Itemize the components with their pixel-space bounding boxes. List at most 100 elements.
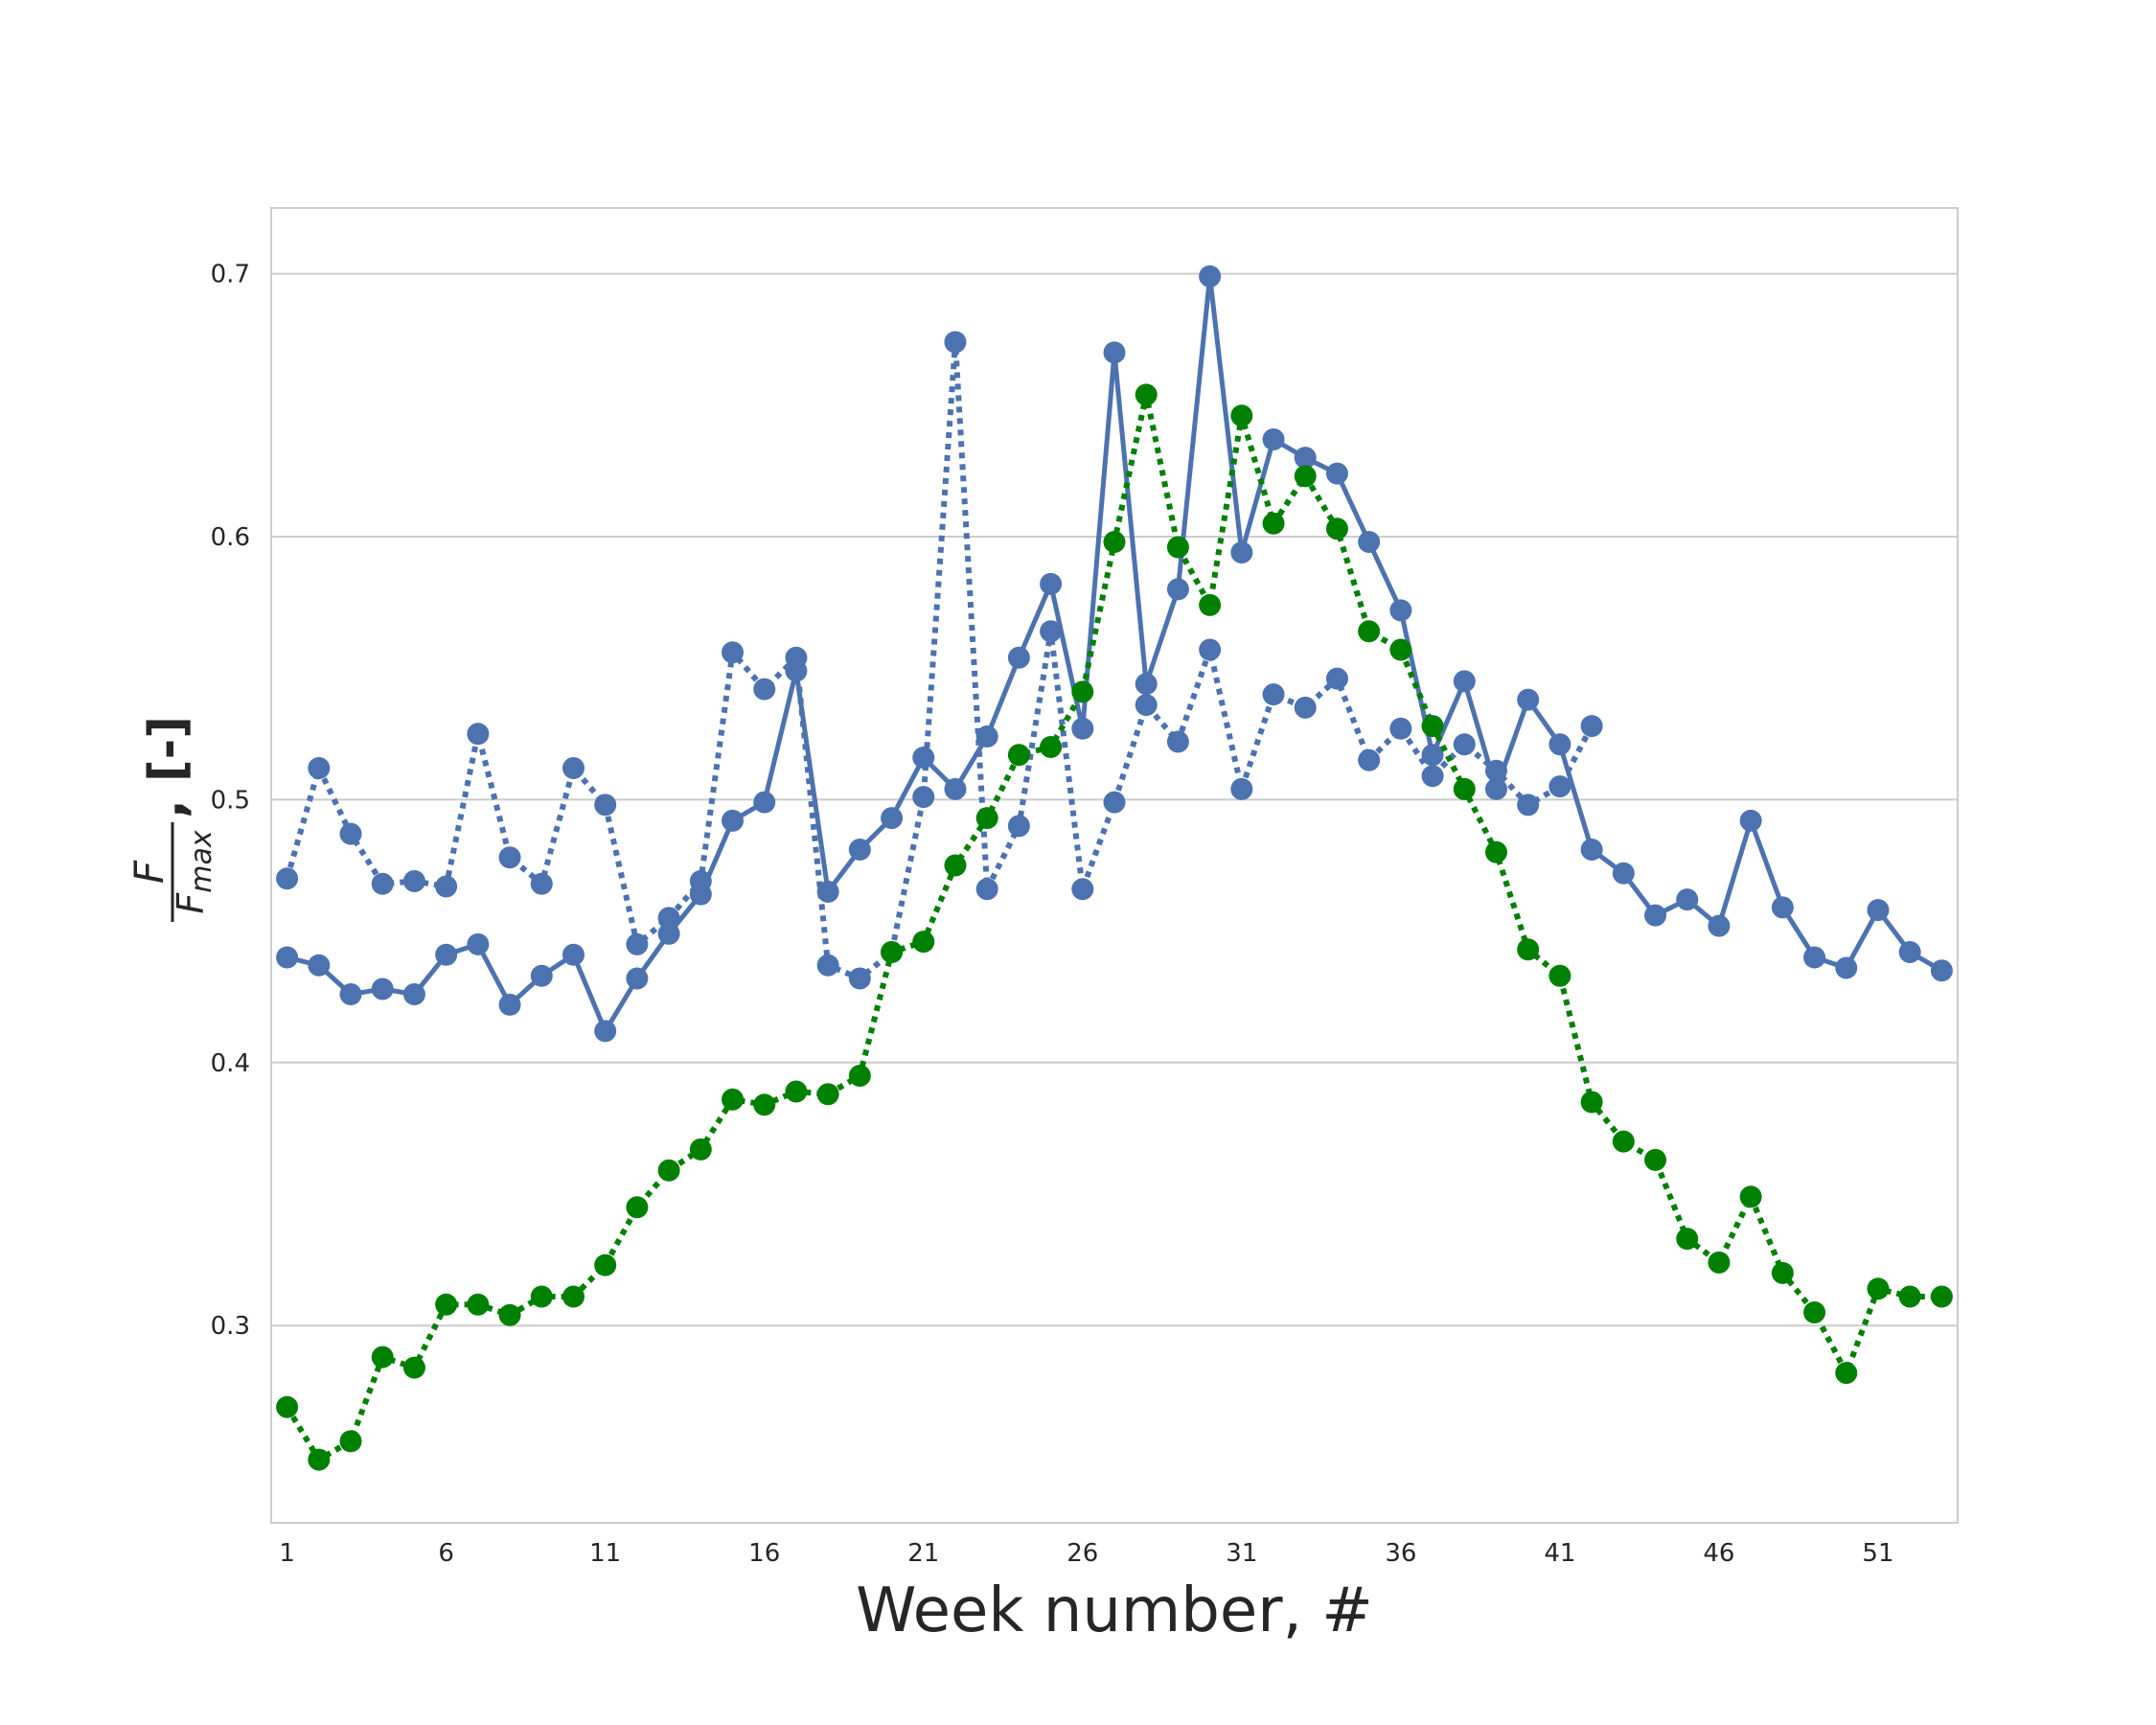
data-point <box>1199 638 1222 661</box>
data-point <box>530 1285 553 1308</box>
data-point <box>881 807 904 830</box>
svg-text:Fmax: Fmax <box>170 830 218 913</box>
data-point <box>1484 777 1507 800</box>
data-point <box>1930 959 1953 982</box>
data-point <box>1930 1285 1953 1308</box>
data-point <box>1580 715 1603 738</box>
data-point <box>944 331 967 354</box>
x-tick-label: 21 <box>907 1539 939 1568</box>
x-tick-label: 41 <box>1544 1539 1575 1568</box>
x-tick-label: 11 <box>589 1539 621 1568</box>
data-point <box>1771 1261 1794 1284</box>
data-point <box>1739 809 1762 832</box>
data-point <box>1103 341 1126 364</box>
data-point <box>722 809 745 832</box>
data-point <box>562 943 585 966</box>
data-point <box>435 875 458 898</box>
data-point <box>1580 839 1603 862</box>
data-point <box>1421 765 1444 788</box>
data-point <box>1708 914 1731 937</box>
y-tick-labels: 0.3 0.4 0.5 0.6 0.7 <box>211 261 250 1342</box>
data-point <box>1262 683 1285 706</box>
data-point <box>626 932 649 955</box>
data-point <box>1517 794 1540 816</box>
data-point <box>371 1346 394 1368</box>
data-point <box>308 756 331 779</box>
data-point <box>657 907 680 930</box>
data-point <box>1644 1148 1667 1171</box>
data-point <box>1389 717 1412 740</box>
data-point <box>816 1083 839 1106</box>
y-axis-label: F Fmax , [-] <box>126 716 218 922</box>
data-point <box>1166 578 1189 601</box>
data-point <box>467 1293 490 1316</box>
data-point <box>435 943 458 966</box>
data-point <box>944 854 967 877</box>
data-point <box>1135 673 1158 696</box>
data-point <box>1199 264 1222 288</box>
data-point <box>753 791 776 814</box>
data-point <box>1040 736 1063 759</box>
y-axis-label-denominator: F <box>170 892 212 914</box>
data-point <box>1517 938 1540 961</box>
data-point <box>1548 733 1571 756</box>
data-point <box>1548 775 1571 798</box>
data-point <box>498 1303 521 1326</box>
data-point <box>498 846 521 869</box>
data-point <box>722 641 745 664</box>
data-point <box>1007 646 1030 669</box>
data-point <box>975 878 998 901</box>
x-axis-label: Week number, # <box>856 1576 1373 1646</box>
data-point <box>785 1080 808 1103</box>
data-point <box>1358 530 1381 553</box>
y-axis-label-numerator: F <box>126 860 172 884</box>
data-point <box>1007 744 1030 767</box>
data-point <box>308 1448 331 1471</box>
data-point <box>848 967 871 990</box>
data-point <box>753 1093 776 1116</box>
data-point <box>467 723 490 746</box>
data-point <box>1548 964 1571 987</box>
data-point <box>1389 599 1412 622</box>
data-point <box>657 1159 680 1182</box>
x-tick-label: 6 <box>438 1539 454 1568</box>
data-point <box>975 807 998 830</box>
data-point <box>1358 620 1381 643</box>
data-point <box>1898 941 1921 964</box>
data-point <box>1453 777 1476 800</box>
data-point <box>1803 946 1826 969</box>
series-2 <box>276 331 1603 990</box>
data-point <box>562 756 585 779</box>
series-layer <box>276 264 1953 1471</box>
data-point <box>1867 1277 1890 1300</box>
data-point <box>308 954 331 977</box>
data-point <box>1484 759 1507 782</box>
data-point <box>1103 791 1126 814</box>
data-point <box>1040 620 1063 643</box>
data-point <box>1803 1300 1826 1323</box>
data-point <box>1835 956 1858 979</box>
data-point <box>1644 904 1667 927</box>
data-point <box>594 1254 617 1276</box>
data-point <box>530 872 553 895</box>
data-point <box>1835 1362 1858 1385</box>
data-point <box>276 946 299 969</box>
data-point <box>1040 572 1063 595</box>
data-point <box>1230 540 1253 564</box>
data-point <box>1676 1228 1699 1251</box>
data-point <box>1517 688 1540 711</box>
data-point <box>975 725 998 748</box>
data-point <box>1230 404 1253 427</box>
data-point <box>881 941 904 964</box>
data-point <box>1071 680 1094 703</box>
data-point <box>1325 462 1348 485</box>
y-tick-label: 0.3 <box>211 1312 250 1341</box>
data-point <box>912 786 935 809</box>
data-point <box>657 922 680 945</box>
data-point <box>1453 733 1476 756</box>
data-point <box>371 978 394 1000</box>
data-point <box>1135 383 1158 406</box>
data-point <box>402 982 425 1005</box>
data-point <box>1867 899 1890 922</box>
